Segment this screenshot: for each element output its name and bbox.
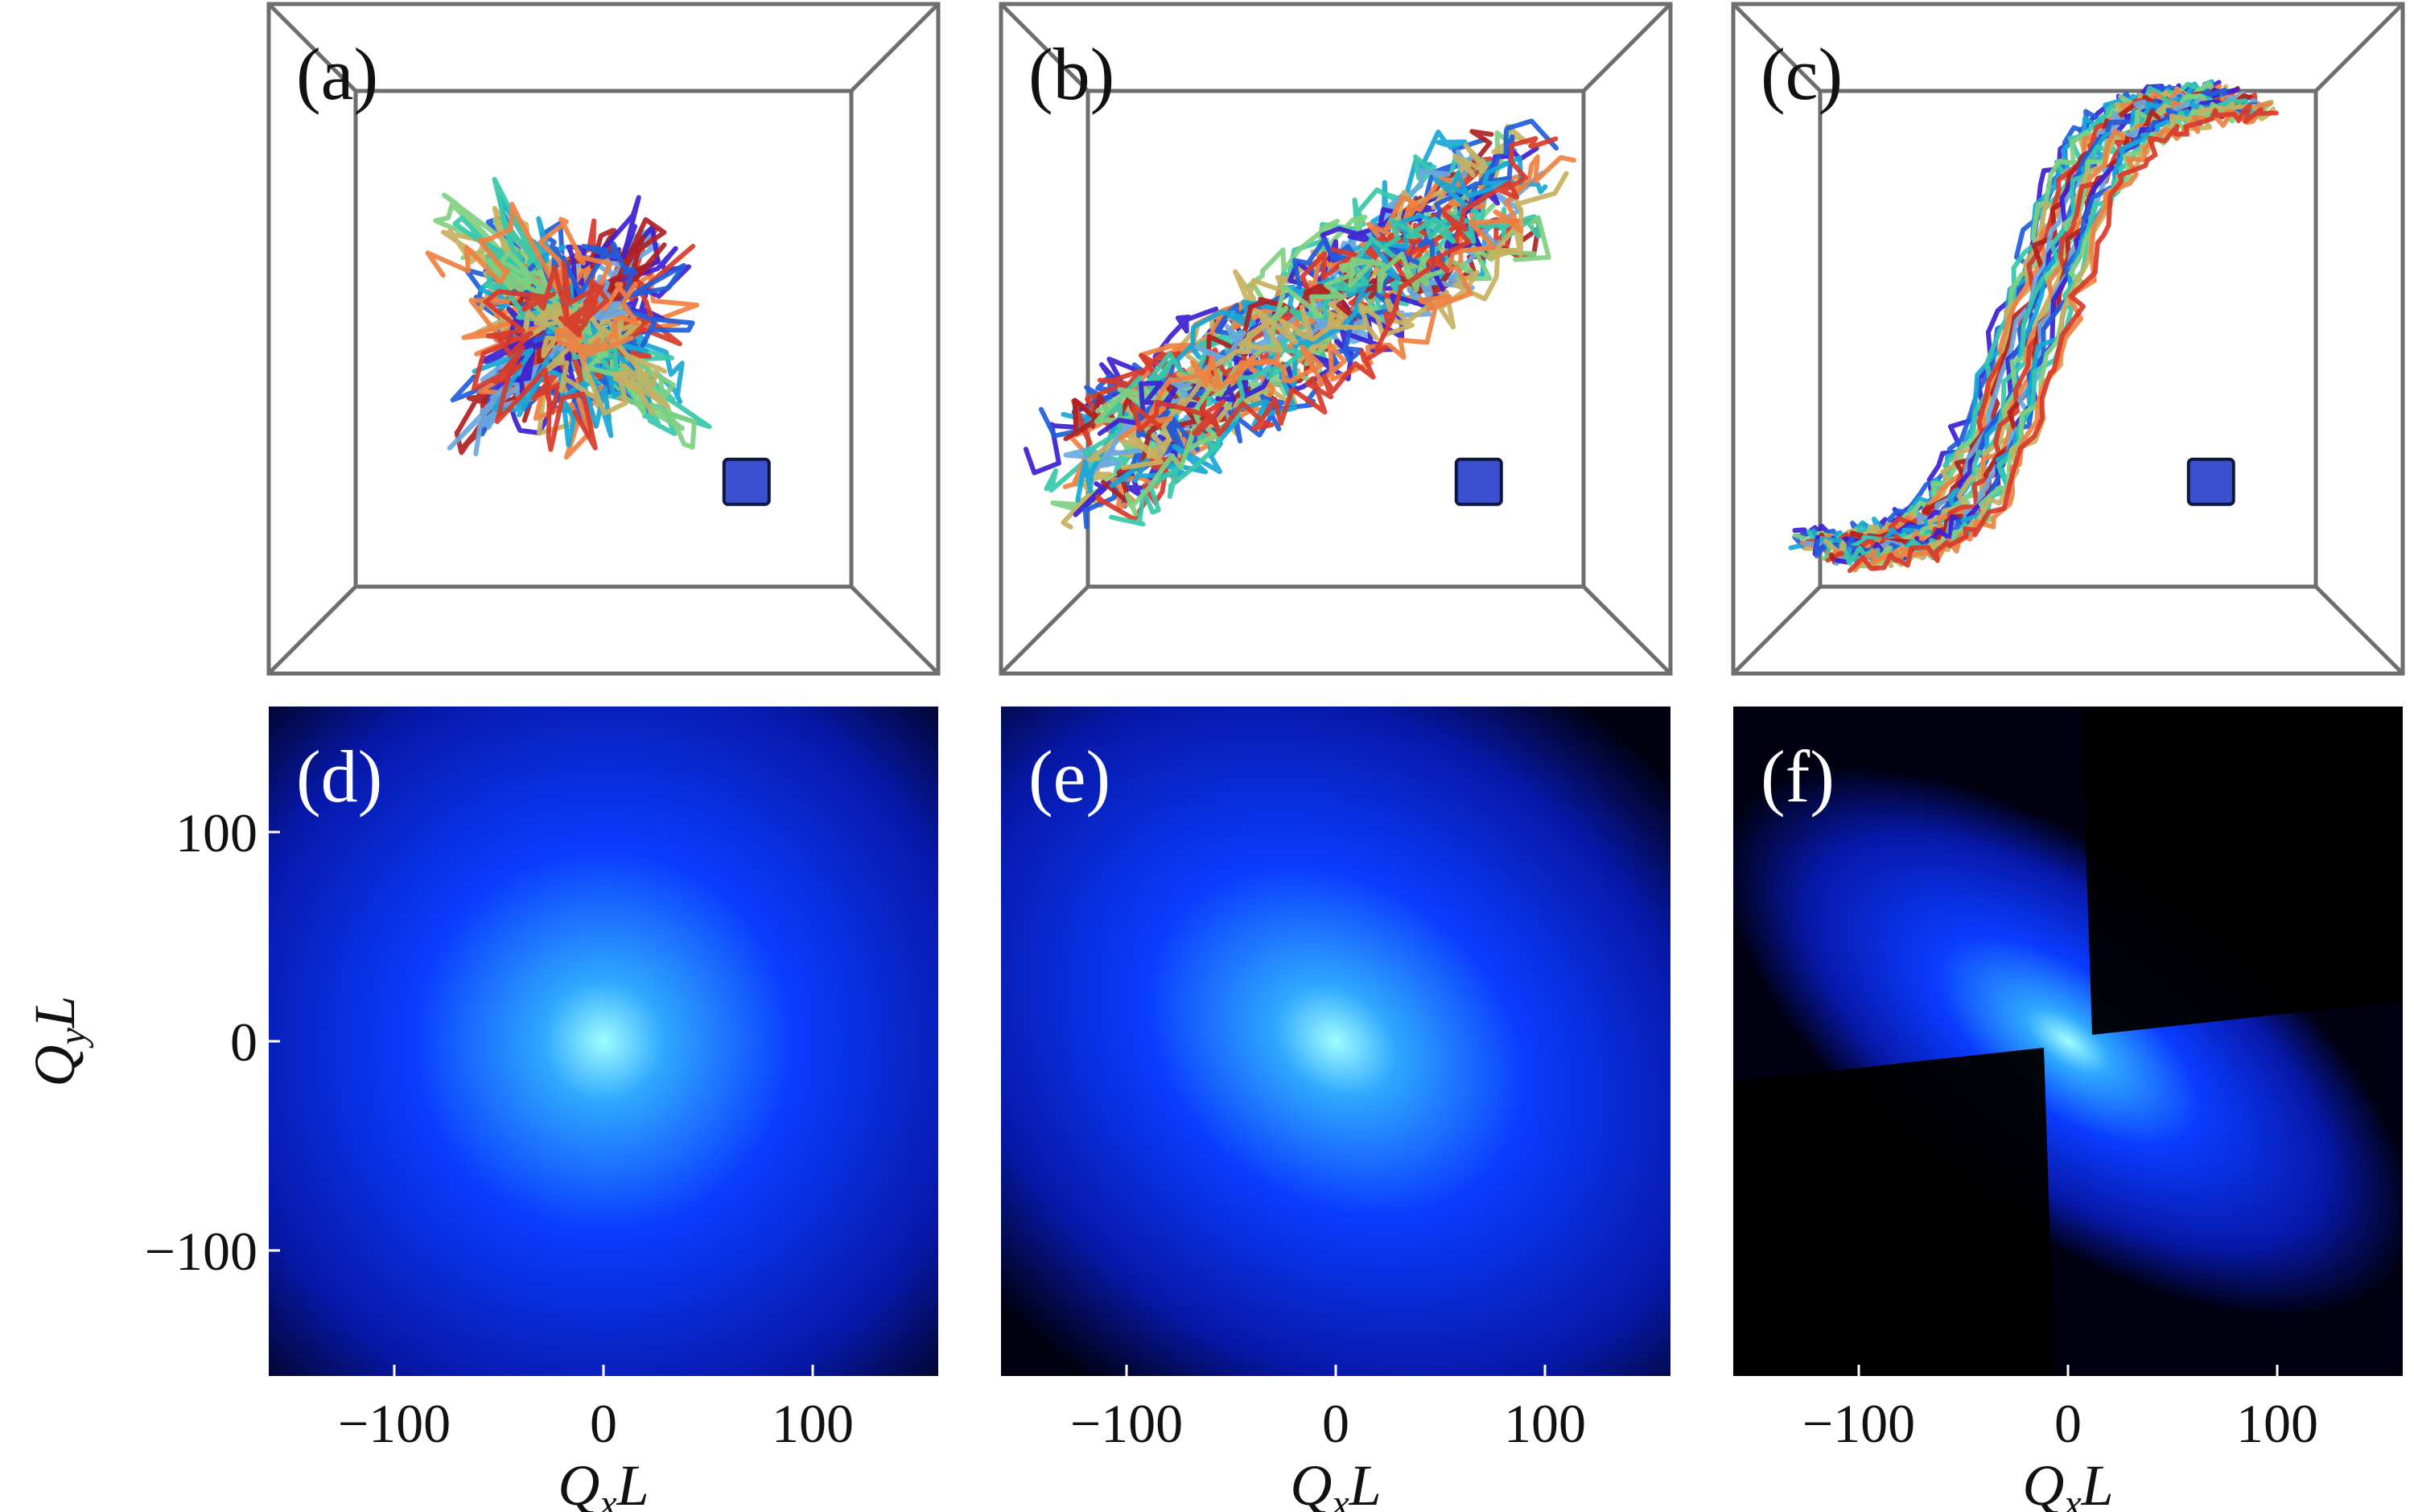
box-edge [1732, 585, 1822, 675]
x-axis-title: QxL [558, 1453, 649, 1512]
inset-square [2186, 457, 2235, 506]
box-wireframe [266, 2, 941, 676]
chain-curve [1120, 171, 1569, 471]
inset-square [722, 457, 771, 506]
chain-curve [425, 201, 640, 363]
x-tick-label: −100 [1070, 1393, 1183, 1454]
panel-c: (c) [1731, 2, 2405, 676]
outer-frame [266, 2, 941, 676]
box-edge [267, 2, 357, 93]
y-axis-title-sub: y [51, 1028, 94, 1049]
inset-square [1454, 457, 1503, 506]
x-tick-label: 0 [1322, 1393, 1349, 1454]
x-tick-label: −100 [1802, 1393, 1915, 1454]
box-edge [999, 2, 1090, 93]
box-edge [1582, 2, 1672, 93]
box-edge [267, 585, 357, 675]
panel-label: (c) [1761, 33, 1843, 115]
panel-label: (e) [1028, 735, 1110, 818]
x-axis-title-tail: L [1349, 1453, 1382, 1512]
x-axis-title-sub: x [2063, 1482, 2081, 1512]
dark-wedges [1733, 707, 2403, 1376]
chain-curve [1854, 101, 2276, 571]
y-axis-title-tail: L [23, 995, 87, 1028]
dark-wedge [1733, 1048, 2055, 1376]
x-axis-title-tail: L [616, 1453, 649, 1512]
heatmap-image [1001, 707, 1670, 1376]
chain-curve [1834, 99, 2261, 565]
y-axis-title-main: Q [23, 1045, 87, 1087]
chain-curve [1118, 154, 1576, 441]
heatmap-image [269, 707, 938, 1376]
inner-frame [353, 89, 854, 589]
box-edge [850, 2, 940, 93]
box-wireframe [1731, 2, 2405, 676]
box-edge [850, 585, 940, 675]
panel-b: (b) [999, 2, 1673, 676]
panel-f: (f) [1733, 707, 2403, 1376]
polymer-chains [425, 176, 712, 460]
polymer-chains [1788, 79, 2279, 574]
chain-curve [1130, 136, 1559, 437]
x-axis-title: QxL [1290, 1453, 1381, 1512]
polymer-chains [1023, 118, 1576, 530]
x-axis-title-main: Q [1290, 1453, 1332, 1512]
inner-frame [1818, 89, 2318, 589]
x-tick-label: 100 [2236, 1393, 2318, 1454]
panel-label: (d) [296, 735, 382, 818]
y-tick-label: 100 [175, 802, 257, 863]
x-axis-title: QxL [2022, 1453, 2113, 1512]
x-axis-title-sub: x [1331, 1482, 1349, 1512]
panel-label: (a) [296, 33, 378, 115]
panel-d: (d) [269, 707, 938, 1376]
outer-frame [1731, 2, 2405, 676]
box-edge [2314, 585, 2404, 675]
y-axis-title: QyL [23, 995, 94, 1086]
x-axis-title-main: Q [558, 1453, 599, 1512]
chain-curve [471, 261, 610, 452]
y-tick-label: −100 [145, 1221, 257, 1282]
box-wireframe [999, 2, 1673, 676]
box-edge [1732, 2, 1822, 93]
x-tick-label: 100 [772, 1393, 854, 1454]
x-tick-label: −100 [338, 1393, 451, 1454]
box-edge [1582, 585, 1672, 675]
outer-frame [999, 2, 1673, 676]
panel-label: (b) [1028, 33, 1114, 115]
chain-curve [1847, 103, 2279, 574]
panel-a: (a) [266, 2, 941, 676]
panel-label: (f) [1761, 735, 1835, 818]
y-tick-label: 0 [230, 1011, 257, 1073]
x-axis-title-tail: L [2081, 1453, 2114, 1512]
inner-frame [1085, 89, 1586, 589]
x-tick-label: 0 [2054, 1393, 2082, 1454]
x-axis-title-main: Q [2022, 1453, 2064, 1512]
dark-wedge [2081, 707, 2403, 1035]
box-edge [2314, 2, 2404, 93]
box-edge [999, 585, 1090, 675]
panel-e: (e) [1001, 707, 1670, 1376]
x-tick-label: 100 [1504, 1393, 1586, 1454]
chain-curve [1823, 93, 2247, 562]
chain-curve [1124, 215, 1551, 517]
x-axis-title-sub: x [599, 1482, 616, 1512]
x-tick-label: 0 [590, 1393, 617, 1454]
chain-curve [1819, 95, 2243, 556]
